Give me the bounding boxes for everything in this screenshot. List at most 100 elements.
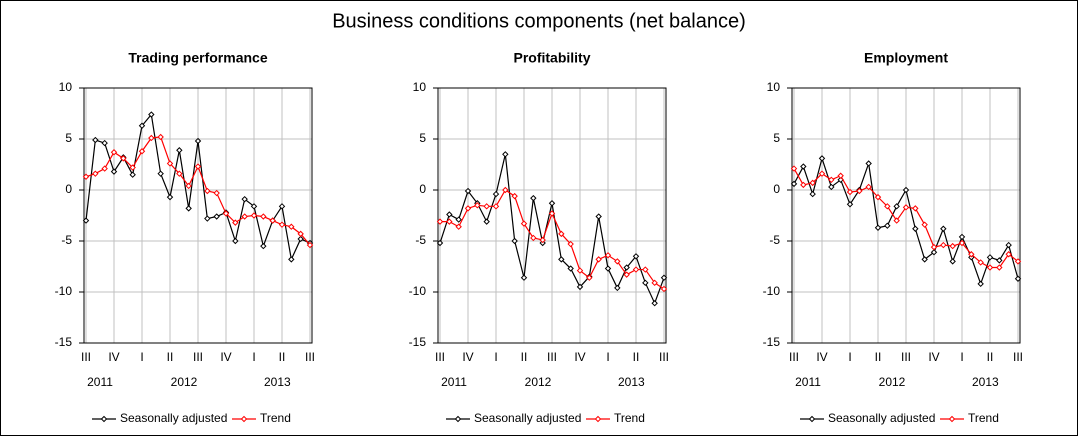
marker	[204, 215, 211, 222]
marker	[623, 264, 630, 271]
y-tick-label: 0	[419, 182, 426, 196]
marker	[958, 233, 966, 241]
subplot-title: Trading performance	[128, 50, 267, 66]
x-tick-label: II	[633, 350, 640, 364]
legend-marker	[240, 415, 248, 423]
chart-title: Business conditions components (net bala…	[332, 10, 746, 32]
marker	[306, 241, 314, 249]
marker	[82, 217, 90, 224]
marker	[101, 165, 108, 172]
y-tick-label: -5	[769, 233, 780, 247]
x-tick-label: IV	[574, 350, 585, 364]
marker	[483, 203, 490, 210]
marker	[902, 186, 910, 194]
marker	[241, 195, 248, 203]
y-tick-label: 10	[767, 80, 781, 94]
marker	[567, 265, 574, 272]
x-tick-label: IV	[108, 350, 119, 364]
x-tick-label: IV	[462, 350, 473, 364]
marker	[1005, 241, 1012, 249]
marker	[567, 240, 574, 248]
marker	[930, 243, 938, 251]
legend-marker	[100, 415, 108, 423]
marker	[204, 187, 211, 195]
plot-frame	[437, 87, 667, 344]
marker	[874, 193, 882, 201]
marker	[660, 285, 668, 293]
x-tick-label: III	[193, 350, 203, 364]
legend-label: Seasonally adjusted	[828, 411, 935, 425]
plot-frame	[83, 87, 313, 344]
x-year-label: 2011	[795, 375, 821, 389]
marker	[800, 181, 807, 189]
marker	[558, 230, 565, 238]
marker	[940, 241, 947, 249]
marker	[511, 237, 518, 245]
marker	[260, 242, 267, 250]
subplot-title: Employment	[864, 50, 948, 66]
marker	[986, 254, 994, 261]
marker	[185, 182, 192, 190]
legend-marker	[454, 415, 462, 423]
y-tick-label: -10	[763, 284, 781, 298]
marker	[483, 218, 490, 225]
marker	[232, 219, 239, 226]
legend-marker	[594, 415, 602, 423]
marker	[539, 236, 546, 244]
marker	[884, 203, 891, 210]
x-tick-label: II	[875, 350, 882, 364]
marker	[278, 221, 286, 228]
marker	[269, 217, 276, 224]
marker	[250, 212, 258, 219]
marker	[222, 210, 230, 217]
marker	[642, 266, 649, 273]
marker	[157, 170, 164, 177]
y-tick-label: -10	[55, 284, 73, 298]
x-year-label: 2011	[441, 375, 467, 389]
marker	[632, 253, 640, 260]
marker	[837, 172, 844, 179]
marker	[464, 187, 472, 195]
x-tick-label: II	[167, 350, 174, 364]
y-tick-label: 0	[65, 182, 72, 196]
marker	[921, 256, 928, 263]
marker	[642, 279, 649, 287]
x-year-label: 2013	[264, 375, 291, 389]
y-tick-label: 5	[65, 131, 72, 145]
marker	[455, 223, 462, 230]
marker	[996, 264, 1003, 271]
marker	[250, 203, 258, 210]
marker	[940, 225, 947, 232]
marker	[902, 204, 910, 211]
legend-label: Trend	[968, 411, 999, 425]
marker	[520, 274, 528, 281]
marker	[502, 186, 509, 194]
y-tick-label: 10	[413, 80, 427, 94]
marker	[194, 163, 202, 170]
marker	[651, 279, 658, 287]
x-year-label: 2013	[972, 375, 999, 389]
x-tick-label: III	[435, 350, 445, 364]
marker	[446, 218, 453, 225]
marker	[586, 274, 593, 281]
legend-label: Trend	[614, 411, 645, 425]
marker	[82, 173, 90, 180]
marker	[464, 205, 472, 212]
marker	[856, 187, 863, 195]
marker	[194, 137, 202, 145]
marker	[436, 239, 444, 247]
x-tick-label: II	[987, 350, 994, 364]
marker	[865, 183, 872, 191]
marker	[241, 213, 248, 220]
x-tick-label: IV	[928, 350, 939, 364]
marker	[436, 218, 444, 225]
marker	[530, 194, 537, 202]
marker	[1014, 258, 1022, 265]
x-tick-label: I	[960, 350, 963, 364]
x-year-label: 2012	[525, 375, 552, 389]
marker	[297, 230, 304, 238]
marker	[110, 168, 118, 175]
y-tick-label: -15	[763, 335, 781, 349]
legend-marker	[948, 415, 956, 423]
x-year-label: 2011	[87, 375, 113, 389]
